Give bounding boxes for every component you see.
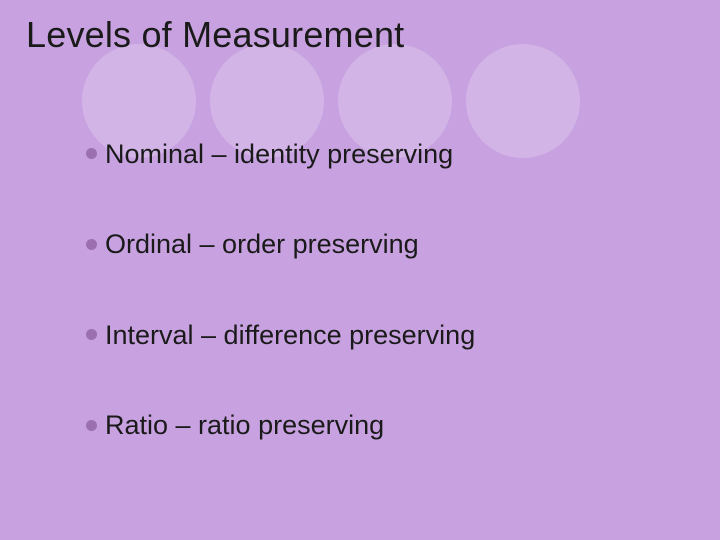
item-text: Ordinal – order preserving [105,229,419,259]
list-item: Ratio – ratio preserving [86,409,646,441]
bullet-icon [86,148,97,159]
bullet-icon [86,239,97,250]
list-item: Ordinal – order preserving [86,228,646,260]
list-item: Interval – difference preserving [86,319,646,351]
item-text: Ratio – ratio preserving [105,410,384,440]
item-text: Interval – difference preserving [105,320,475,350]
slide-content: Nominal – identity preserving Ordinal – … [86,138,646,500]
slide-title: Levels of Measurement [26,14,404,56]
list-item: Nominal – identity preserving [86,138,646,170]
bullet-icon [86,329,97,340]
item-text: Nominal – identity preserving [105,139,453,169]
slide: Levels of Measurement Nominal – identity… [0,0,720,540]
bullet-icon [86,420,97,431]
